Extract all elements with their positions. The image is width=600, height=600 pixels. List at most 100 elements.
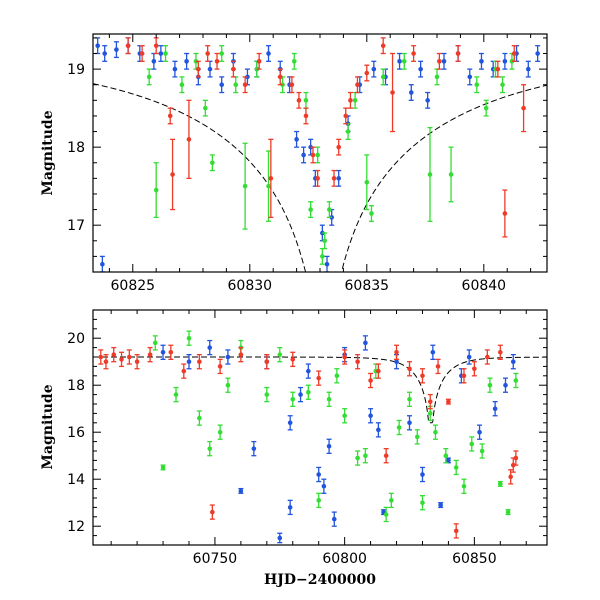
data-point: [331, 511, 337, 527]
data-point: [219, 45, 225, 62]
data-points: [95, 37, 541, 272]
data-point: [186, 353, 192, 370]
data-point: [277, 532, 283, 544]
x-tick-label: 60830: [228, 278, 273, 294]
data-point: [289, 76, 295, 94]
data-point: [495, 60, 501, 78]
data-point: [277, 346, 283, 363]
data-point: [225, 377, 231, 393]
data-point: [342, 408, 348, 424]
y-tick-label: 18: [67, 140, 85, 156]
data-point: [511, 45, 517, 62]
data-point: [435, 358, 441, 375]
x-tick-label: 60800: [322, 551, 367, 567]
model-curve: [93, 83, 547, 272]
data-point: [186, 99, 192, 180]
data-point: [380, 37, 386, 55]
data-point: [432, 424, 438, 440]
data-point: [179, 76, 185, 94]
data-point: [467, 68, 473, 86]
data-point: [202, 99, 208, 117]
data-point: [354, 76, 360, 94]
plot-frame: [92, 309, 548, 546]
data-point: [425, 91, 431, 109]
data-point: [443, 447, 449, 464]
data-point: [479, 443, 485, 459]
data-point: [207, 339, 213, 356]
data-point: [217, 358, 223, 375]
data-point: [98, 349, 104, 365]
data-point: [364, 64, 370, 82]
data-point: [418, 60, 424, 78]
data-point: [383, 506, 389, 523]
data-point: [411, 45, 417, 62]
data-point: [355, 450, 361, 466]
data-point: [407, 391, 413, 408]
data-point: [434, 68, 440, 86]
data-point: [277, 68, 283, 86]
axis-ticks: 60825 60830 60835 60840 17 18 19: [67, 34, 547, 294]
data-point: [362, 335, 368, 351]
data-point: [170, 138, 176, 211]
data-point: [513, 372, 519, 389]
x-tick-label: 60850: [452, 551, 497, 567]
data-point: [448, 146, 454, 203]
data-point: [217, 424, 223, 440]
data-point: [407, 361, 413, 377]
data-point: [388, 492, 394, 509]
data-point: [301, 146, 307, 164]
y-axis-label: Magnitude: [40, 384, 56, 469]
data-point: [266, 45, 272, 62]
data-point: [427, 126, 433, 222]
y-tick-label: 12: [67, 519, 85, 535]
data-point: [368, 205, 374, 222]
data-point: [290, 351, 296, 368]
data-point: [502, 52, 508, 70]
data-point: [305, 384, 311, 400]
data-point: [326, 201, 332, 219]
data-point: [510, 353, 516, 370]
data-point: [160, 464, 166, 471]
data-point: [478, 52, 484, 70]
data-point: [324, 255, 330, 272]
data-point: [264, 353, 270, 370]
data-point: [322, 232, 328, 250]
data-point: [95, 37, 101, 55]
data-point: [383, 447, 389, 464]
data-point: [466, 349, 472, 365]
data-point: [316, 370, 322, 386]
y-tick-label: 16: [67, 425, 85, 441]
data-point: [181, 363, 187, 379]
x-tick-label: 60835: [345, 278, 390, 294]
data-point: [99, 255, 105, 272]
data-point: [287, 499, 293, 516]
data-point: [471, 361, 477, 377]
data-point: [219, 76, 225, 94]
data-point: [303, 107, 309, 125]
y-tick-label: 19: [67, 62, 85, 78]
data-point: [362, 447, 368, 464]
data-point: [321, 478, 327, 494]
data-point: [296, 91, 302, 109]
data-point: [158, 45, 164, 62]
data-point: [427, 393, 433, 410]
y-tick-label: 17: [67, 218, 85, 234]
x-axis-label: HJD−2400000: [264, 572, 376, 588]
data-point: [445, 457, 451, 464]
x-tick-label: 60750: [193, 551, 238, 567]
data-point: [453, 523, 459, 539]
bottom-panel: 60750 60800 60850 12 14 16 18 20 Magnitude HJD−…: [40, 309, 548, 588]
data-point: [438, 502, 444, 509]
data-point: [334, 368, 340, 384]
data-point: [315, 169, 321, 187]
data-point: [474, 76, 480, 94]
data-point: [502, 189, 508, 238]
data-point: [111, 346, 117, 363]
data-point: [461, 478, 467, 494]
data-point: [298, 386, 304, 403]
data-point: [371, 60, 377, 78]
data-point: [336, 169, 342, 187]
data-point: [477, 424, 483, 440]
data-point: [153, 162, 159, 219]
